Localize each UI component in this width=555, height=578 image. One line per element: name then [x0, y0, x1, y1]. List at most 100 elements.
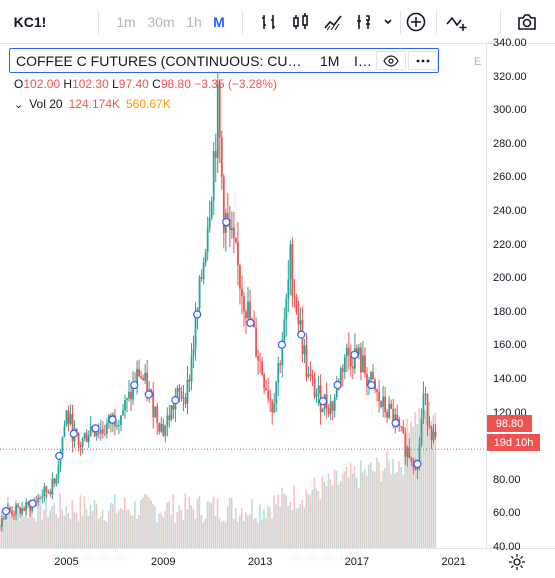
volume-bar: [107, 510, 110, 548]
candle-body: [372, 372, 374, 380]
timeframe-1h[interactable]: 1h: [186, 14, 202, 30]
price-tick: 60.00: [493, 507, 521, 520]
volume-bar: [37, 494, 39, 548]
camera-icon[interactable]: [512, 0, 542, 44]
volume-bar: [210, 503, 213, 548]
candle-body: [136, 368, 138, 387]
add-compare-icon[interactable]: [402, 0, 430, 44]
volume-bar: [339, 481, 342, 548]
candle-body: [430, 427, 433, 441]
chevron-down-icon[interactable]: ⌄: [14, 98, 24, 111]
event-marker-icon[interactable]: [333, 380, 342, 390]
candle-body: [83, 432, 86, 439]
volume-bar: [93, 500, 96, 548]
event-marker-icon[interactable]: [222, 217, 231, 227]
candle-body: [200, 277, 203, 279]
price-tick: 280.00: [493, 137, 527, 150]
volume-bar: [426, 415, 429, 548]
candle-body: [23, 508, 26, 511]
symbol-legend[interactable]: COFFEE C FUTURES (CONTINUOUS: CU… 1M I…: [9, 48, 439, 73]
event-marker-icon[interactable]: [69, 429, 78, 438]
timeframe-30m[interactable]: 30m: [147, 14, 175, 30]
add-indicator-icon[interactable]: [442, 0, 472, 44]
volume-bar: [337, 484, 340, 548]
candle-body: [269, 398, 272, 401]
volume-bar: [384, 467, 386, 548]
event-marker-icon[interactable]: [28, 499, 37, 508]
candle-body: [130, 391, 132, 400]
volume-bar: [11, 510, 13, 548]
volume-bar: [31, 508, 33, 548]
volume-bar: [406, 418, 408, 548]
volume-bar: [295, 508, 297, 548]
timeframe-1m[interactable]: 1m: [116, 14, 136, 30]
event-marker-icon[interactable]: [277, 340, 286, 349]
bar-style-icon[interactable]: [254, 0, 284, 44]
volume-bar: [317, 491, 320, 548]
more-dots-icon[interactable]: [408, 51, 438, 70]
candle-body: [170, 405, 173, 420]
candles-icon[interactable]: [286, 0, 316, 44]
event-marker-icon[interactable]: [108, 415, 117, 424]
volume-bar: [359, 460, 362, 548]
volume-bar: [142, 497, 144, 548]
candle-body: [156, 406, 159, 423]
event-marker-icon[interactable]: [413, 459, 422, 469]
toolbar-divider: [400, 10, 401, 34]
event-marker-icon[interactable]: [171, 396, 180, 405]
volume-bar: [341, 474, 344, 548]
volume-bar: [17, 503, 19, 548]
volume-bar: [103, 520, 106, 548]
price-tick: 80.00: [493, 473, 521, 486]
chevron-down-icon[interactable]: [380, 0, 396, 44]
event-marker-icon[interactable]: [297, 330, 306, 339]
event-marker-icon[interactable]: [193, 310, 202, 319]
candle-body: [235, 237, 237, 243]
symbol-button[interactable]: KC1!: [13, 14, 47, 30]
area-chart-icon[interactable]: [318, 0, 348, 44]
timeframe-monthly[interactable]: M: [213, 14, 225, 30]
volume-bar: [307, 493, 310, 548]
event-marker-icon[interactable]: [246, 318, 255, 327]
event-marker-icon[interactable]: [350, 350, 359, 359]
toolbar-divider: [98, 10, 99, 34]
volume-bar: [323, 481, 326, 548]
volume-bar: [311, 489, 314, 548]
price-chart[interactable]: [0, 44, 487, 548]
candle-body: [257, 355, 259, 361]
event-marker-icon[interactable]: [1, 506, 11, 516]
volume-bar: [347, 477, 350, 548]
volume-bar: [212, 496, 215, 548]
volume-bar: [355, 477, 358, 548]
event-marker-icon[interactable]: [318, 397, 328, 406]
settings-gear-icon[interactable]: [505, 551, 529, 573]
volume-bar: [19, 520, 21, 548]
volume-bar: [327, 473, 330, 548]
volume-legend[interactable]: ⌄ Vol 20 124.174K 560.67K: [14, 97, 171, 111]
indicators-icon[interactable]: [350, 0, 380, 44]
volume-bar: [79, 495, 82, 548]
event-marker-icon[interactable]: [55, 451, 64, 461]
volume-bar: [372, 470, 374, 548]
volume-bar: [97, 518, 100, 548]
candle-body: [11, 510, 13, 515]
volume-bar: [99, 516, 102, 548]
event-marker-icon[interactable]: [367, 380, 376, 390]
event-marker-icon[interactable]: [391, 418, 400, 428]
volume-bar: [25, 502, 27, 548]
candle-body: [376, 389, 378, 392]
event-marker-icon[interactable]: [91, 424, 100, 433]
candle-body: [65, 410, 68, 426]
event-marker-icon[interactable]: [144, 390, 153, 399]
top-toolbar: KC1! 1m 30m 1h M: [0, 0, 555, 44]
toolbar-divider: [436, 10, 437, 34]
volume-bar: [214, 516, 217, 548]
eye-icon[interactable]: [376, 51, 406, 70]
volume-bar: [242, 521, 245, 548]
candle-body: [261, 361, 264, 375]
candle-body: [245, 311, 247, 319]
candle-body: [0, 525, 1, 527]
candle-body: [331, 401, 334, 411]
event-marker-icon[interactable]: [130, 380, 139, 390]
volume-bar: [150, 500, 152, 548]
